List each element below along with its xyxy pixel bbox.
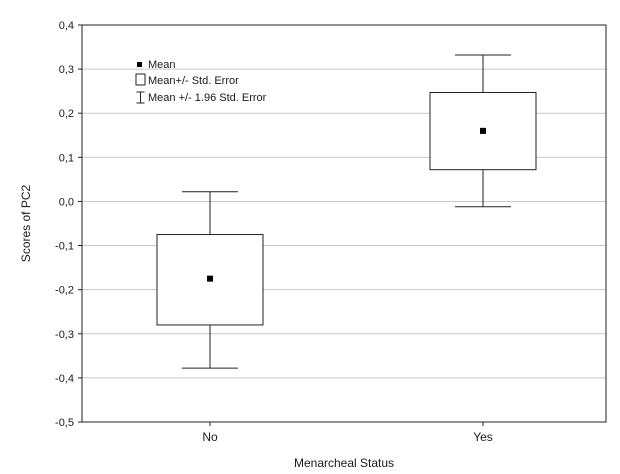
y-tick-label: 0,2 [59, 108, 74, 120]
y-axis-ticks: -0,5 -0,4 -0,3 -0,2 -0,1 0,0 0,1 0,2 0,3 0,4 [55, 20, 82, 429]
x-axis-ticks: No Yes [202, 422, 493, 444]
box-groups [156, 54, 537, 369]
legend-se-box-symbol [135, 73, 146, 86]
y-tick-label: -0,3 [55, 329, 74, 341]
y-tick-label: 0,1 [59, 152, 74, 164]
legend-mean-marker [137, 62, 142, 67]
y-tick-label: -0,1 [55, 241, 74, 253]
mean-marker [207, 275, 213, 282]
legend-mean-label: Mean [148, 59, 176, 71]
x-tick-label: No [202, 430, 218, 444]
y-tick-label: -0,2 [55, 285, 74, 297]
y-tick-label: 0,4 [59, 20, 74, 32]
y-tick-label: 0,3 [59, 64, 74, 76]
mean-marker [480, 127, 486, 134]
y-tick-label: -0,4 [55, 373, 74, 385]
y-axis-title: Scores of PC2 [19, 184, 33, 262]
box-group-no [156, 191, 264, 369]
x-axis-title: Menarcheal Status [294, 456, 394, 470]
legend-ci-whisker-symbol [136, 91, 145, 104]
legend-ci-label: Mean +/- 1.96 Std. Error [148, 92, 267, 104]
x-tick-label: Yes [473, 430, 493, 444]
box-group-yes [429, 54, 537, 208]
legend-se-label: Mean+/- Std. Error [148, 75, 239, 87]
y-tick-label: 0,0 [59, 196, 74, 208]
y-tick-label: -0,5 [55, 417, 74, 429]
plot-frame [81, 24, 607, 423]
legend: Mean Mean+/- Std. Error Mean +/- 1.96 St… [135, 59, 267, 104]
